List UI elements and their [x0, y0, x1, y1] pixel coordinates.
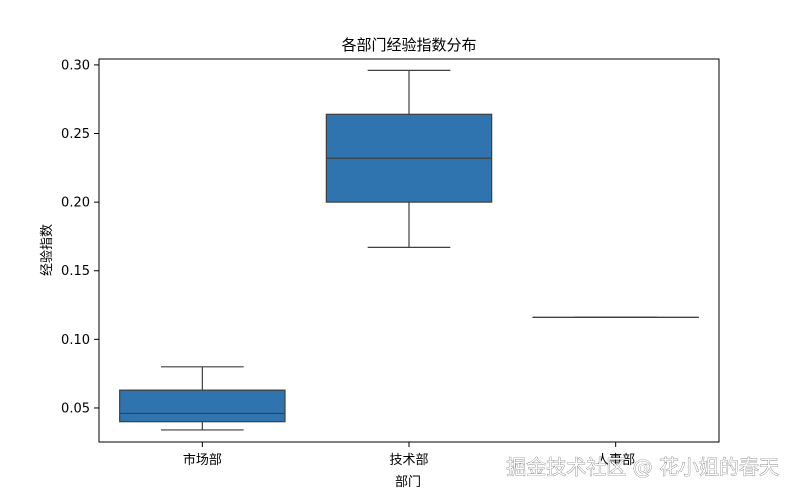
y-tick-label: 0.15 [61, 264, 90, 279]
x-axis-ticks: 市场部 技术部 人事部 [183, 442, 635, 468]
iqr-box [119, 389, 286, 423]
box-group [325, 69, 493, 249]
y-tick-label: 0.05 [61, 401, 90, 416]
watermark-text: 掘金技术社区 @ 花小姐的春天 [506, 455, 779, 479]
x-tick-label: 人事部 [596, 453, 635, 468]
x-tick-label: 市场部 [183, 452, 222, 468]
chart-title: 各部门经验指数分布 [341, 36, 476, 54]
box-group [119, 366, 286, 431]
box-series [119, 69, 699, 431]
y-tick-label: 0.20 [61, 196, 90, 211]
y-tick-label: 0.10 [61, 333, 90, 348]
y-axis-ticks: 0.05 0.10 0.15 0.20 0.25 0.30 [61, 58, 99, 416]
plot-frame [98, 58, 720, 443]
x-axis-label: 部门 [395, 475, 421, 490]
y-tick-label: 0.25 [61, 127, 90, 142]
x-tick-label: 技术部 [389, 453, 428, 468]
y-axis-label: 经验指数 [39, 224, 55, 276]
y-tick-label: 0.30 [61, 58, 90, 73]
